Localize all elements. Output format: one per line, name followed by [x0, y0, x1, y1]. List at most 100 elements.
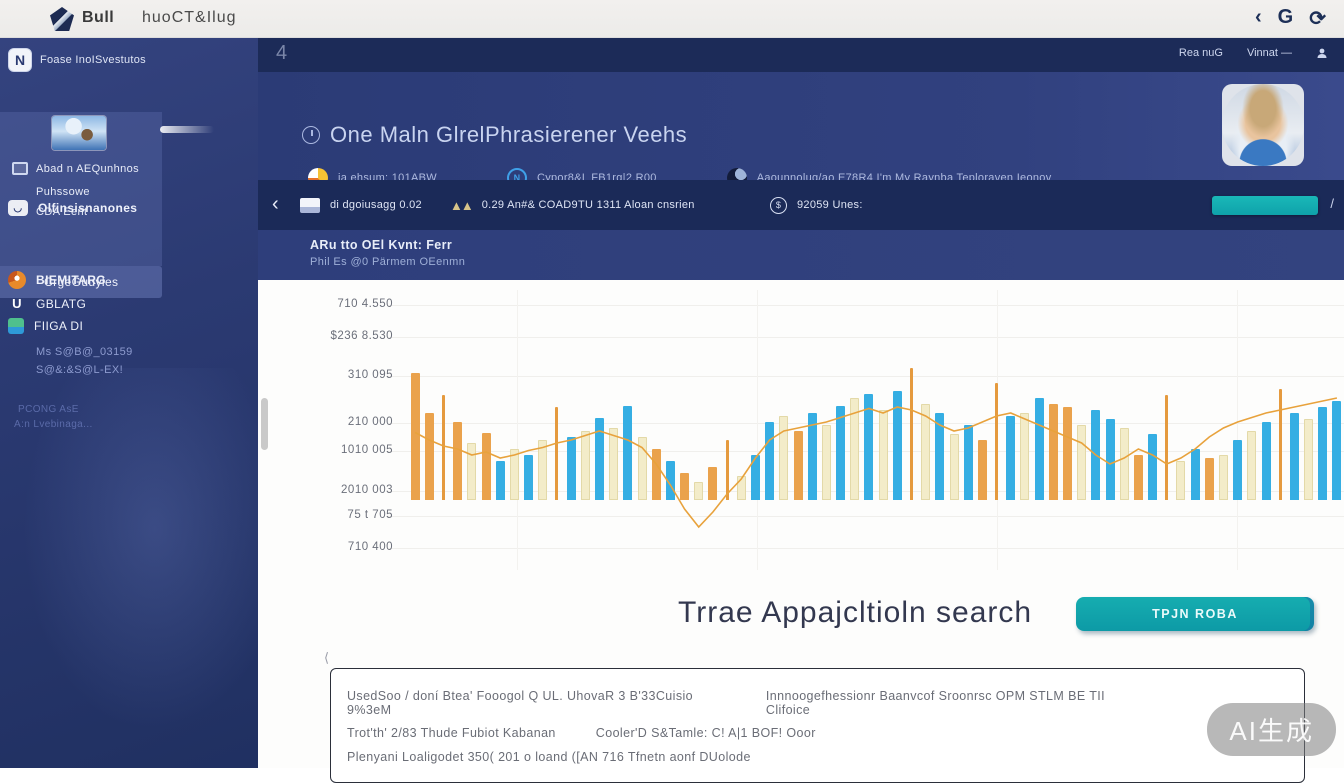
chart-bar	[1165, 395, 1169, 500]
sidebar-brand[interactable]: N Foase InoISvestutos	[8, 48, 146, 72]
top-strip: 4 Rea nuG Vinnat —	[258, 38, 1344, 72]
link-account[interactable]: Vinnat —	[1246, 47, 1292, 59]
metric-label: 0.29 An#& COAD9TU 1311 Aloan cnsrien	[481, 199, 695, 211]
chart-bar	[963, 425, 973, 500]
coins-icon: $	[770, 196, 787, 214]
browser-tab-title[interactable]: huoCT&Ilug	[142, 9, 237, 26]
trade-button[interactable]: TPJN ROBA	[1076, 597, 1314, 631]
chart-bar	[736, 476, 746, 500]
person-icon[interactable]	[1316, 47, 1328, 59]
chart-bar	[836, 405, 846, 500]
sidebar-item-accounts[interactable]: Abad n AEQunhnos	[12, 162, 139, 175]
chart-bar	[892, 390, 902, 500]
gridline	[388, 516, 1344, 517]
highlight-streak	[160, 126, 214, 133]
sidebar-item-files[interactable]: FIIGA DI	[8, 318, 83, 334]
ai-watermark-badge: AI生成	[1207, 703, 1336, 756]
chart-bar	[1048, 404, 1058, 500]
y-axis-tick: 310 095	[347, 369, 393, 381]
chart-bar	[467, 443, 477, 500]
brand-icon: N	[8, 48, 32, 72]
vertical-scrollbar-thumb[interactable]	[261, 398, 268, 450]
sidebar-item-label: GBLATG	[36, 296, 87, 311]
gridline	[388, 376, 1344, 377]
chart-bar	[1006, 416, 1016, 500]
chart-bar	[623, 405, 633, 500]
page-title: One Maln GlrelPhrasierener Veehs	[302, 122, 687, 148]
chart-header: ARu tto OEl Kvnt: Ferr Phil Es @0 Pärmem…	[258, 230, 1344, 280]
note-text: UsedSoo / doní Btea' Fooogol Q UL. Uhova…	[347, 689, 694, 717]
sidebar-item-alerts[interactable]: U GBLATG	[8, 296, 86, 311]
sidebar-footer-line2: A:n Lvebinaga...	[14, 419, 93, 430]
chart-bar	[1148, 434, 1158, 500]
chart-bar	[1133, 455, 1143, 500]
metric-dispositions: di dgoiusagg 0.02	[300, 197, 422, 213]
chart-bar	[1318, 407, 1328, 500]
sidebar: N Foase InoISvestutos Abad n AEQunhnos P…	[0, 38, 258, 768]
gridline	[388, 305, 1344, 306]
chart-bar	[1218, 455, 1228, 500]
browser-bar: Bull huoCT&Ilug ‹ G ⟳	[0, 0, 1344, 38]
chart-bar	[779, 416, 789, 500]
sidebar-thumbnail-image[interactable]	[52, 116, 106, 150]
y-axis-tick: 1010 005	[341, 444, 393, 456]
sidebar-item-seminars[interactable]: BIEMITARG	[8, 271, 106, 289]
sidebar-footer-line1: PCONG AsE	[18, 404, 79, 415]
chart-bar	[1034, 398, 1044, 500]
chart-bar	[1289, 413, 1299, 500]
chart-bar	[935, 413, 945, 500]
chart-bar	[410, 372, 420, 500]
anchor-icon: U	[12, 296, 22, 311]
flag-glyph: 4	[276, 42, 288, 64]
chart-bar	[580, 431, 590, 500]
y-axis-tick: 210 000	[347, 416, 393, 428]
edit-icon[interactable]: /	[1330, 196, 1334, 211]
sidebar-item-passwords[interactable]: Puhssowe	[36, 186, 90, 198]
chart-bar	[1190, 449, 1200, 500]
chart-bar	[555, 407, 559, 500]
sidebar-item-label: FIIGA DI	[34, 319, 84, 333]
chart-bar	[594, 417, 604, 500]
sidebar-item-cda[interactable]: CDA Eent	[36, 206, 88, 218]
chart-bar	[524, 455, 534, 500]
chart-bar	[441, 395, 445, 500]
notes-panel: UsedSoo / doní Btea' Fooogol Q UL. Uhova…	[330, 668, 1305, 783]
refresh-icon[interactable]: ⟳	[1309, 8, 1326, 30]
search-icon[interactable]: G	[1277, 6, 1294, 28]
chart-bar	[1233, 440, 1243, 500]
y-axis-tick: 2010 003	[341, 484, 393, 496]
back-icon[interactable]: ‹	[1255, 6, 1262, 28]
chart-bar	[1077, 425, 1087, 500]
app-logo-icon	[50, 7, 74, 31]
chart-bar	[495, 461, 505, 500]
gridline	[1237, 290, 1238, 570]
note-text: Plenyani Loaligodet 350( 201 o loand ([A…	[347, 750, 751, 764]
main-content: 4 Rea nuG Vinnat — One Maln GlrelPhrasie…	[258, 38, 1344, 783]
sidebar-item-operations[interactable]: ◡ Olfinsisnanones	[8, 200, 137, 216]
sidebar-subitem-active[interactable]: CrgeGuuyles	[0, 266, 162, 298]
chart-bar	[609, 428, 619, 500]
sidebar-item-label: CDA Eent	[36, 206, 88, 218]
chart-line-overlay	[414, 397, 1338, 529]
sidebar-meta-code: S@&:&S@L-EX!	[36, 364, 124, 376]
metric-label: 92059 Unes:	[797, 199, 863, 211]
avatar[interactable]	[1222, 84, 1304, 166]
sidebar-item-label: Olfinsisnanones	[38, 201, 138, 215]
price-chart	[408, 350, 1344, 560]
chart-bar	[1304, 419, 1314, 500]
link-reading[interactable]: Rea nuG	[1178, 47, 1223, 59]
y-axis-tick: $236 8.530	[330, 330, 393, 342]
quick-action-button[interactable]	[1212, 196, 1318, 215]
chart-bar	[949, 434, 959, 500]
chart-bar	[1332, 401, 1342, 500]
note-text: Innnoogefhessionr Baanvcof Sroonrsc OPM …	[765, 689, 1105, 717]
gridline	[388, 337, 1344, 338]
sidebar-meta-id: Ms S@B@_03159	[36, 346, 133, 358]
chevron-left-icon[interactable]: ‹	[272, 193, 279, 215]
y-axis-tick: 75 t 705	[347, 509, 393, 521]
chart-bar	[1247, 431, 1257, 500]
chart-bar	[750, 455, 760, 500]
chart-bar	[1020, 413, 1030, 500]
chart-bar	[1204, 458, 1214, 500]
chart-bar	[1176, 461, 1186, 500]
